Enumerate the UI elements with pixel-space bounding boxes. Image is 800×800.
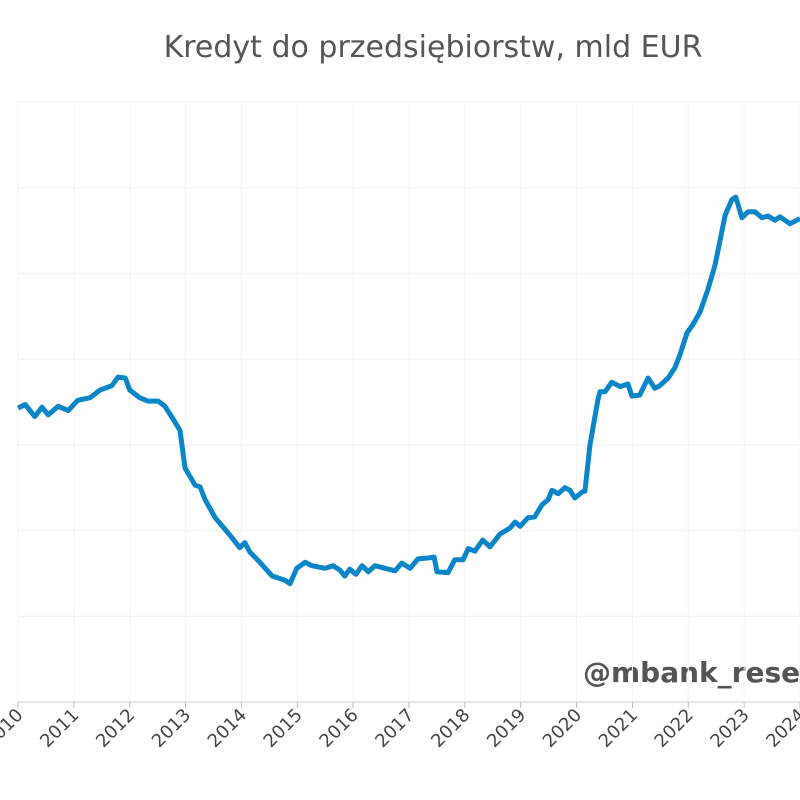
x-tick-label: 2014 [204, 705, 251, 752]
x-tick-label: 2016 [315, 705, 362, 752]
x-tick-label: 2020 [539, 705, 586, 752]
x-tick-label: 2019 [483, 705, 530, 752]
x-tick-label: 2017 [371, 705, 418, 752]
x-tick-label: 2022 [651, 705, 698, 752]
x-tick-label: 2024 [762, 705, 800, 752]
x-tick-label: 2018 [427, 705, 474, 752]
x-tick-label: 2012 [92, 705, 139, 752]
x-tick-label: 2021 [595, 705, 642, 752]
x-tick-label: 2011 [36, 705, 83, 752]
x-tick-label: 2010 [0, 705, 28, 752]
watermark: @mbank_rese [583, 656, 800, 689]
x-tick-label: 2015 [260, 705, 307, 752]
chart-title: Kredyt do przedsiębiorstw, mld EUR [164, 30, 703, 65]
line-series [16, 194, 800, 587]
x-tick-label: 2023 [706, 705, 753, 752]
x-tick-label: 2013 [148, 705, 195, 752]
